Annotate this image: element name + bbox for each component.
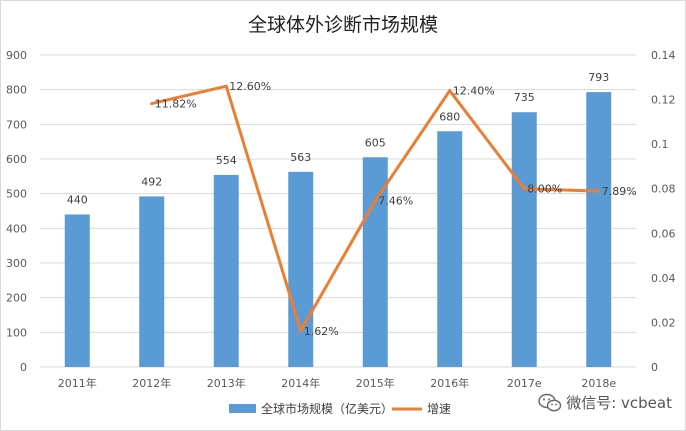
y-left-tick-label: 400 xyxy=(6,222,27,235)
legend-label-bar: 全球市场规模（亿美元） xyxy=(261,401,393,416)
growth-value-label: 7.89% xyxy=(602,185,637,198)
bar-value-label: 605 xyxy=(365,136,386,149)
growth-value-label: 7.46% xyxy=(378,195,413,208)
y-left-tick-label: 600 xyxy=(6,153,27,166)
bar-value-label: 554 xyxy=(216,154,237,167)
y-right-tick-label: 0.06 xyxy=(651,227,676,240)
x-tick-label: 2013年 xyxy=(207,376,246,390)
growth-value-label: 8.00% xyxy=(527,183,562,196)
y-left-tick-label: 200 xyxy=(6,292,27,305)
x-tick-label: 2011年 xyxy=(58,376,97,390)
growth-point xyxy=(299,329,303,333)
growth-value-label: 1.62% xyxy=(304,325,339,338)
bar-value-label: 680 xyxy=(439,110,460,123)
y-right-tick-label: 0.14 xyxy=(651,49,676,62)
bar xyxy=(64,214,90,367)
growth-point xyxy=(448,89,452,93)
growth-value-label: 11.82% xyxy=(155,98,197,111)
bar xyxy=(288,171,314,367)
y-right-tick-label: 0.1 xyxy=(651,138,669,151)
bar xyxy=(437,131,463,367)
x-tick-label: 2015年 xyxy=(356,376,395,390)
y-right-tick-label: 0.02 xyxy=(651,316,676,329)
bar xyxy=(362,157,388,367)
x-tick-label: 2016年 xyxy=(430,376,469,390)
watermark: 微信号: vcbeat xyxy=(538,392,672,413)
watermark-text: 微信号: vcbeat xyxy=(566,394,672,412)
bar-value-label: 563 xyxy=(290,151,311,164)
y-right-tick-label: 0.08 xyxy=(651,183,676,196)
y-right-tick-label: 0.04 xyxy=(651,272,676,285)
growth-point xyxy=(522,187,526,191)
x-tick-label: 2018e xyxy=(581,377,616,390)
growth-point xyxy=(150,102,154,106)
growth-point xyxy=(373,199,377,203)
y-left-tick-label: 700 xyxy=(6,118,27,131)
bar-value-label: 440 xyxy=(67,193,88,206)
wechat-icon xyxy=(538,393,562,411)
growth-value-label: 12.60% xyxy=(229,80,271,93)
x-tick-label: 2014年 xyxy=(281,376,320,390)
bar-value-label: 492 xyxy=(141,175,162,188)
y-left-tick-label: 800 xyxy=(6,84,27,97)
y-left-tick-label: 900 xyxy=(6,49,27,62)
growth-value-label: 12.40% xyxy=(453,85,495,98)
bar xyxy=(139,196,165,367)
bar xyxy=(586,92,612,368)
bar-value-label: 793 xyxy=(588,71,609,84)
bar xyxy=(213,174,239,367)
y-right-tick-label: 0.12 xyxy=(651,94,676,107)
legend-label-line: 增速 xyxy=(427,402,451,416)
y-left-tick-label: 100 xyxy=(6,326,27,339)
y-left-tick-label: 300 xyxy=(6,257,27,270)
bar-value-label: 735 xyxy=(514,91,535,104)
y-left-tick-label: 500 xyxy=(6,188,27,201)
growth-point xyxy=(597,189,601,193)
y-right-tick-label: 0 xyxy=(651,361,658,374)
chart-title: 全球体外诊断市场规模 xyxy=(248,14,438,36)
bar xyxy=(511,112,537,367)
legend-swatch-bar xyxy=(229,404,256,413)
x-tick-label: 2017e xyxy=(507,377,542,390)
x-tick-label: 2012年 xyxy=(132,376,171,390)
y-left-tick-label: 0 xyxy=(20,361,27,374)
growth-point xyxy=(224,84,228,88)
